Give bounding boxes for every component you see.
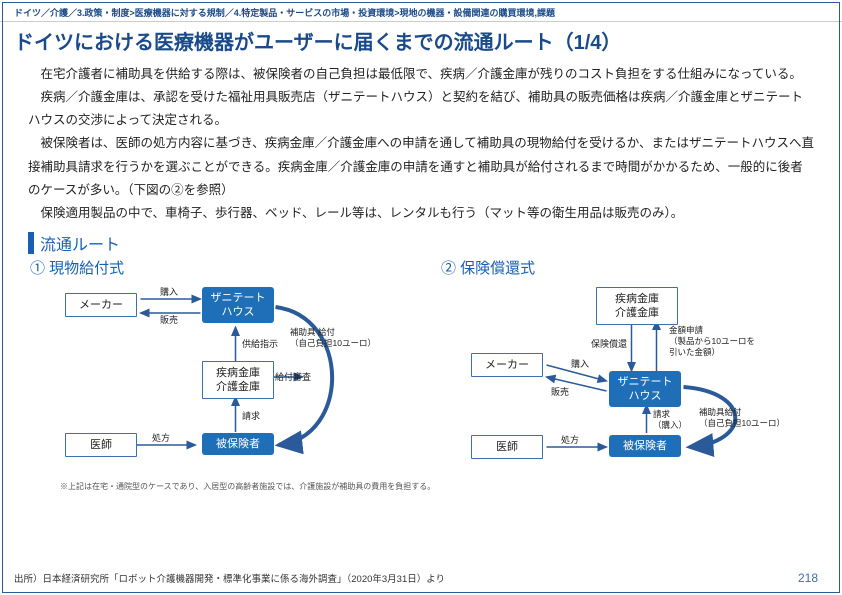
edge-review: 給付審査 bbox=[275, 370, 311, 383]
diagram-1: ① 現物給付式 メーカー ザニテート ハウス 疾病金庫 介護金庫 被保険者 bbox=[20, 257, 411, 477]
edge-rx-2: 処方 bbox=[561, 433, 579, 446]
page-title: ドイツにおける医療機器がユーザーに届くまでの流通ルート（1/4） bbox=[0, 22, 842, 63]
node-doctor: 医師 bbox=[65, 433, 137, 457]
node-insured-2: 被保険者 bbox=[609, 435, 681, 457]
section-label: 流通ルート bbox=[40, 231, 120, 255]
paragraph: 在宅介護者に補助具を供給する際は、被保険者の自己負担は最低限で、疾病／介護金庫が… bbox=[28, 63, 814, 86]
edge-sell: 販売 bbox=[160, 313, 178, 326]
edge-req-2: 請求 （購入） bbox=[653, 409, 687, 431]
note-amount: 金額申請 （製品から10ユーロを 引いた金額） bbox=[669, 325, 755, 358]
diagrams-row: ① 現物給付式 メーカー ザニテート ハウス 疾病金庫 介護金庫 被保険者 bbox=[0, 257, 842, 477]
paragraph: 疾病／介護金庫は、承認を受けた福祉用具販売店（ザニテートハウス）と契約を結び、補… bbox=[28, 86, 814, 132]
node-sanitat: ザニテート ハウス bbox=[202, 287, 274, 324]
body-text: 在宅介護者に補助具を供給する際は、被保険者の自己負担は最低限で、疾病／介護金庫が… bbox=[0, 63, 842, 225]
diagram-2: ② 保険償還式 疾病金庫 介護金庫 メーカー ザニテート ハウス 被保険者 bbox=[431, 257, 822, 477]
node-sanitat-2: ザニテート ハウス bbox=[609, 371, 681, 408]
diagram-1-title: ① 現物給付式 bbox=[30, 257, 411, 278]
edge-request: 請求 bbox=[242, 409, 260, 422]
node-maker-2: メーカー bbox=[471, 353, 543, 377]
diagram-2-title: ② 保険償還式 bbox=[441, 257, 822, 278]
paragraph: 被保険者は、医師の処方内容に基づき、疾病金庫／介護金庫への申請を通して補助具の現… bbox=[28, 132, 814, 201]
node-maker: メーカー bbox=[65, 293, 137, 317]
edge-buy-2: 購入 bbox=[571, 357, 589, 370]
node-fund: 疾病金庫 介護金庫 bbox=[202, 361, 274, 400]
node-fund-2: 疾病金庫 介護金庫 bbox=[596, 287, 678, 326]
note-supply-1: 補助具 給付 （自己負担10ユーロ） bbox=[290, 327, 376, 349]
node-insured: 被保険者 bbox=[202, 433, 274, 455]
source-citation: 出所）日本経済研究所「ロボット介護機器開発・標準化事業に係る海外調査」（2020… bbox=[14, 571, 445, 585]
edge-reimb: 保険償還 bbox=[591, 337, 627, 350]
section-heading: 流通ルート bbox=[28, 231, 842, 255]
edge-rx: 処方 bbox=[152, 431, 170, 444]
edge-direct: 供給指示 bbox=[242, 337, 278, 350]
breadcrumb: ドイツ／介護／3.政策・制度>医療機器に対する規制／4.特定製品・サービスの市場… bbox=[0, 0, 842, 22]
node-doctor-2: 医師 bbox=[471, 435, 543, 459]
note-supply-2: 補助具給付 （自己負担10ユーロ） bbox=[699, 407, 785, 429]
section-bar bbox=[28, 232, 34, 254]
paragraph: 保険適用製品の中で、車椅子、歩行器、ベッド、レール等は、レンタルも行う（マット等… bbox=[28, 202, 814, 225]
edge-buy: 購入 bbox=[160, 285, 178, 298]
page-number: 218 bbox=[798, 571, 818, 585]
footnote: ※上記は在宅・通院型のケースであり、入居型の高齢者施設では、介護施設が補助具の費… bbox=[60, 481, 842, 492]
edge-sell-2: 販売 bbox=[551, 385, 569, 398]
